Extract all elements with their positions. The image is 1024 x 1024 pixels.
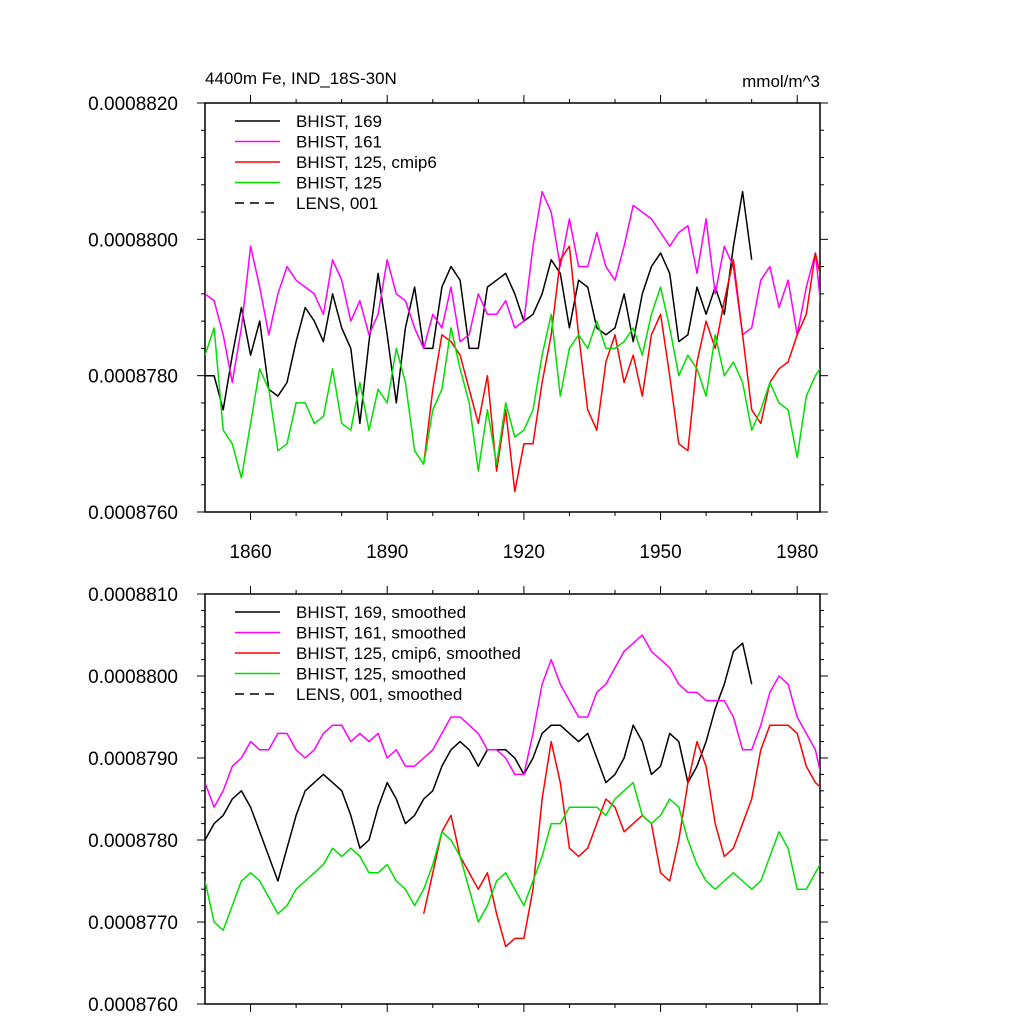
top-ytick-label: 0.0008780 [88, 367, 178, 388]
top-legend-label: BHIST, 125 [296, 174, 382, 193]
top-legend-label: BHIST, 125, cmip6 [296, 153, 437, 172]
top-series-group [205, 190, 820, 493]
bottom-axes: 0.0008760 0.0008770 0.0008780 0.0008790 0.00… [88, 585, 828, 1016]
bottom-panel: 0.0008760 0.0008770 0.0008780 0.0008790 0.00… [88, 585, 828, 1016]
top-ytick-label: 0.0008800 [88, 230, 178, 251]
top-panel: 4400m Fe, IND_18S-30N mmol/m^3 0.0008760… [88, 69, 828, 563]
bottom-ytick-label: 0.0008800 [88, 667, 178, 688]
top-xtick-label: 1890 [366, 542, 408, 563]
bottom-ytick-label: 0.0008790 [88, 749, 178, 770]
bottom-plot-frame [204, 593, 821, 1005]
bottom-ytick-label: 0.0008780 [88, 831, 178, 852]
top-ytick-label: 0.0008760 [88, 503, 178, 524]
top-ytick-label: 0.0008820 [88, 94, 178, 115]
top-plot-frame [204, 102, 821, 513]
top-xtick-label: 1980 [776, 542, 818, 563]
top-legend-label: BHIST, 161 [296, 133, 382, 152]
top-legend-label: LENS, 001 [296, 194, 378, 213]
top-legend-label: BHIST, 169 [296, 112, 382, 131]
top-series-line-0 [205, 190, 753, 425]
top-units-label: mmol/m^3 [742, 72, 820, 91]
bottom-series-line-3 [205, 781, 820, 931]
bottom-ytick-label: 0.0008760 [88, 995, 178, 1016]
top-series-line-1 [205, 190, 820, 384]
bottom-series-line-0 [205, 642, 753, 882]
bottom-series-group [205, 634, 820, 948]
top-xtick-label: 1860 [229, 542, 271, 563]
top-xtick-label: 1950 [639, 542, 681, 563]
bottom-legend-label: BHIST, 125, smoothed [296, 665, 466, 684]
top-series-line-3 [205, 286, 820, 479]
bottom-ytick-label: 0.0008770 [88, 913, 178, 934]
top-chart-title: 4400m Fe, IND_18S-30N [205, 69, 397, 88]
bottom-legend: BHIST, 169, smoothed BHIST, 161, smoothed… [235, 603, 521, 704]
top-axes: 0.0008760 0.0008780 0.0008800 0.0008820 1860… [88, 94, 828, 563]
bottom-ytick-label: 0.0008810 [88, 585, 178, 606]
bottom-legend-label: BHIST, 169, smoothed [296, 603, 466, 622]
top-series-line-2 [422, 245, 820, 493]
bottom-legend-label: BHIST, 161, smoothed [296, 624, 466, 643]
top-xtick-label: 1920 [503, 542, 545, 563]
bottom-legend-label: BHIST, 125, cmip6, smoothed [296, 644, 521, 663]
bottom-series-line-1 [205, 634, 820, 808]
bottom-legend-label: LENS, 001, smoothed [296, 685, 462, 704]
